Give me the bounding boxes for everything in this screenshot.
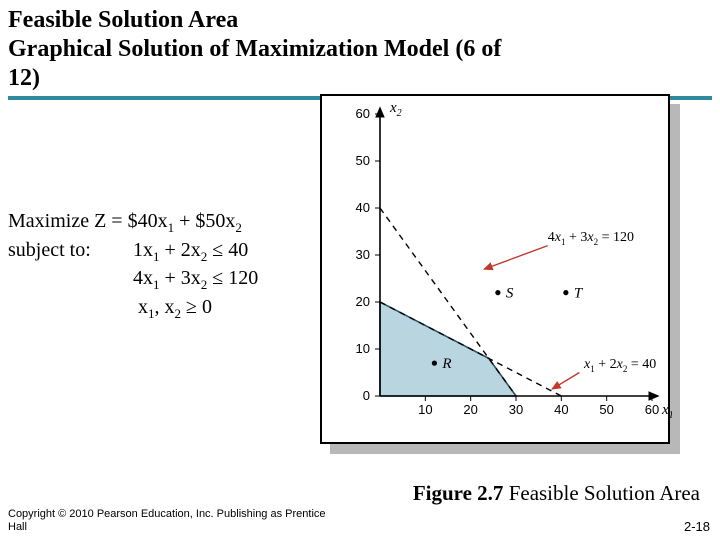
nonneg: x1, x2 ≥ 0 (133, 294, 212, 323)
svg-text:0: 0 (363, 388, 370, 403)
svg-text:50: 50 (356, 153, 370, 168)
figure-number: Figure 2.7 (413, 481, 504, 505)
svg-text:4x1 + 3x2 = 120: 4x1 + 3x2 = 120 (548, 230, 634, 247)
svg-text:x1: x1 (661, 402, 672, 421)
page-number: 2-18 (684, 519, 710, 534)
footer-line-1: Copyright © 2010 Pearson Education, Inc.… (8, 508, 326, 521)
svg-text:20: 20 (463, 402, 477, 417)
svg-text:10: 10 (418, 402, 432, 417)
copyright-footer: Copyright © 2010 Pearson Education, Inc.… (8, 508, 326, 534)
content-area: Maximize Z = $40 x1 + $50 x2 subject to: 1… (0, 100, 720, 480)
svg-text:R: R (441, 356, 451, 372)
chart-panel: 10 20 30 40 50 60 0 10 20 30 40 50 60 x2 x1 R S T 4x1 + 3x… (320, 94, 670, 444)
con1: 1x1 + 2x2 ≤ 40 (133, 237, 248, 266)
subject-to-label: subject to: (8, 237, 133, 266)
title-line-2: Graphical Solution of Maximization Model… (8, 35, 712, 64)
chart-wrap: 10 20 30 40 50 60 0 10 20 30 40 50 60 x2 x1 R S T 4x1 + 3x… (320, 94, 680, 454)
svg-text:x2: x2 (389, 100, 402, 119)
obj-prefix: Maximize Z = (8, 210, 128, 232)
svg-text:S: S (506, 286, 514, 302)
svg-text:x1 + 2x2 = 40: x1 + 2x2 = 40 (583, 357, 656, 374)
math-block: Maximize Z = $40x1 + $50x2 subject to: 1… (8, 208, 258, 322)
svg-text:60: 60 (356, 106, 370, 121)
svg-text:50: 50 (599, 402, 613, 417)
chart-svg: 10 20 30 40 50 60 0 10 20 30 40 50 60 x2 x1 R S T 4x1 + 3x… (322, 96, 672, 446)
obj-c2: $50 (195, 210, 225, 232)
title-line-1: Feasible Solution Area (8, 6, 712, 35)
svg-text:20: 20 (356, 294, 370, 309)
svg-text:30: 30 (509, 402, 523, 417)
svg-text:40: 40 (554, 402, 568, 417)
footer-line-2: Hall (8, 521, 326, 534)
con2: 4x1 + 3x2 ≤ 120 (133, 265, 258, 294)
title-line-3: 12) (8, 64, 712, 93)
svg-text:30: 30 (356, 247, 370, 262)
obj-c1: $40 (128, 210, 158, 232)
svg-text:40: 40 (356, 200, 370, 215)
svg-text:10: 10 (356, 341, 370, 356)
svg-text:T: T (574, 286, 584, 302)
plus1: + (174, 210, 195, 232)
svg-text:60: 60 (645, 402, 659, 417)
figure-caption: Figure 2.7 Feasible Solution Area (413, 481, 700, 506)
figure-text: Feasible Solution Area (503, 481, 700, 505)
